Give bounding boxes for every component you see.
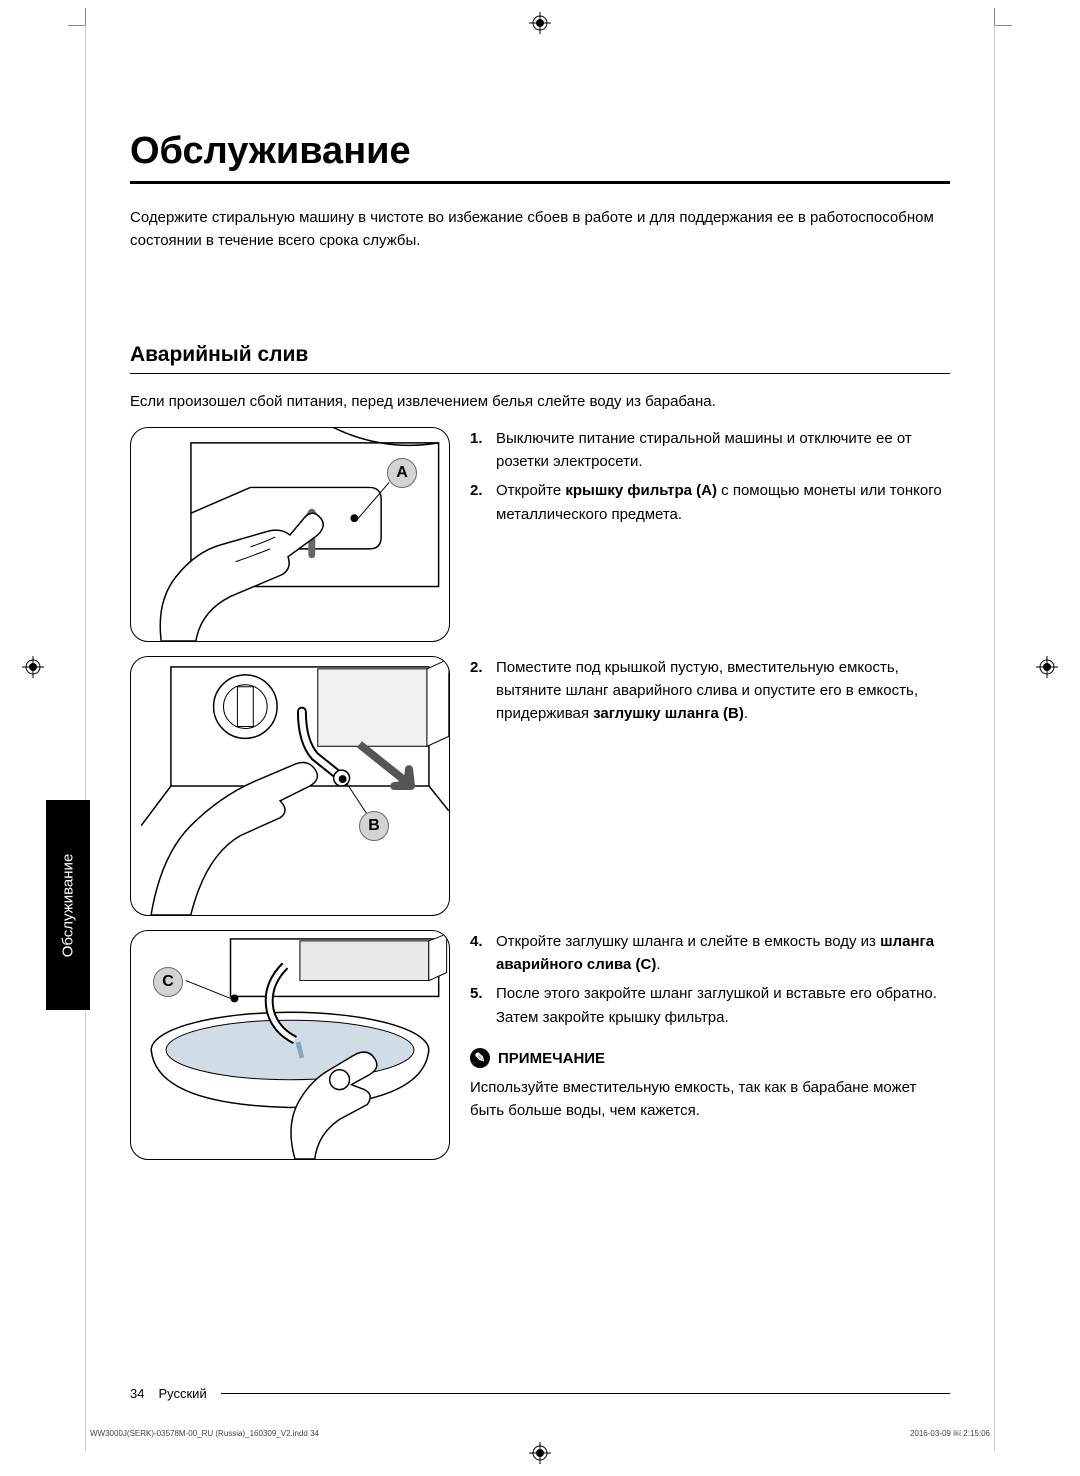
- callout-a: A: [387, 458, 417, 488]
- page-boundary: [85, 25, 86, 1451]
- steps-c: Откройте заглушку шланга и слейте в емко…: [470, 930, 950, 1123]
- footer-rule: [221, 1393, 950, 1394]
- step-5: После этого закройте шланг заглушкой и в…: [470, 982, 950, 1029]
- crop-mark: [994, 8, 995, 26]
- registration-mark-icon: [22, 656, 44, 678]
- step-3: Поместите под крышкой пустую, вместитель…: [470, 656, 950, 726]
- page-language: Русский: [158, 1386, 206, 1401]
- instruction-block-c: C Откройте заглушку шланга и слейте в ем…: [130, 930, 950, 1160]
- step-1: Выключите питание стиральной машины и от…: [470, 427, 950, 474]
- registration-mark-icon: [1036, 656, 1058, 678]
- note-header: ✎ ПРИМЕЧАНИЕ: [470, 1047, 950, 1070]
- diagram-b: B: [130, 656, 450, 916]
- content-area: Обслуживание Содержите стиральную машину…: [130, 130, 950, 1174]
- callout-c: C: [153, 967, 183, 997]
- print-file: WW3000J(SERK)-03578M-00_RU (Russia)_1603…: [90, 1429, 319, 1438]
- page-title: Обслуживание: [130, 130, 950, 184]
- callout-b: B: [359, 811, 389, 841]
- section-title: Аварийный слив: [130, 343, 950, 374]
- diagram-a: A: [130, 427, 450, 642]
- side-tab: Обслуживание: [46, 800, 90, 1010]
- print-date: 2016-03-09 ￼ 2:15:06: [910, 1429, 990, 1438]
- note-label: ПРИМЕЧАНИЕ: [498, 1047, 605, 1070]
- steps-a: Выключите питание стиральной машины и от…: [470, 427, 950, 532]
- registration-mark-icon: [529, 12, 551, 34]
- page-intro: Содержите стиральную машину в чистоте во…: [130, 206, 950, 253]
- steps-b: Поместите под крышкой пустую, вместитель…: [470, 656, 950, 732]
- side-tab-label: Обслуживание: [60, 853, 77, 957]
- crop-mark: [994, 25, 1012, 26]
- step-4: Откройте заглушку шланга и слейте в емко…: [470, 930, 950, 977]
- page-number: 34: [130, 1386, 144, 1401]
- diagram-c: C: [130, 930, 450, 1160]
- instruction-block-b: B Поместите под крышкой пустую, вместите…: [130, 656, 950, 916]
- page-footer: 34 Русский: [130, 1386, 950, 1401]
- crop-mark: [68, 25, 86, 26]
- step-2: Откройте крышку фильтра (A) с помощью мо…: [470, 479, 950, 526]
- section-intro: Если произошел сбой питания, перед извле…: [130, 390, 950, 413]
- page-boundary: [994, 25, 995, 1451]
- instruction-block-a: A Выключите питание стиральной машины и …: [130, 427, 950, 642]
- registration-mark-icon: [529, 1442, 551, 1464]
- note-text: Используйте вместительную емкость, так к…: [470, 1076, 950, 1123]
- print-meta: WW3000J(SERK)-03578M-00_RU (Russia)_1603…: [90, 1429, 990, 1438]
- crop-mark: [85, 8, 86, 26]
- note-icon: ✎: [470, 1048, 490, 1068]
